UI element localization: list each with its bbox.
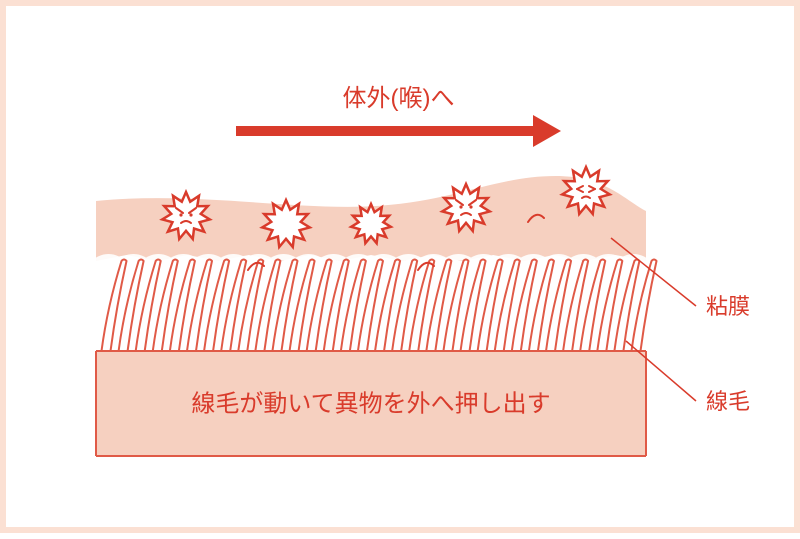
title-text: 体外(喉)へ xyxy=(343,85,455,112)
virus-icon xyxy=(562,167,610,214)
cilia-group xyxy=(102,260,657,352)
label-cilia: 線毛 xyxy=(706,389,750,414)
frame: 体外(喉)へ線毛が動いて異物を外へ押し出す 粘膜線毛 xyxy=(0,0,800,533)
caption-text: 線毛が動いて異物を外へ押し出す xyxy=(191,391,550,418)
diagram-svg: 体外(喉)へ線毛が動いて異物を外へ押し出す 粘膜線毛 xyxy=(6,6,800,539)
label-mucosa: 粘膜 xyxy=(706,294,750,319)
direction-arrow xyxy=(236,115,561,147)
